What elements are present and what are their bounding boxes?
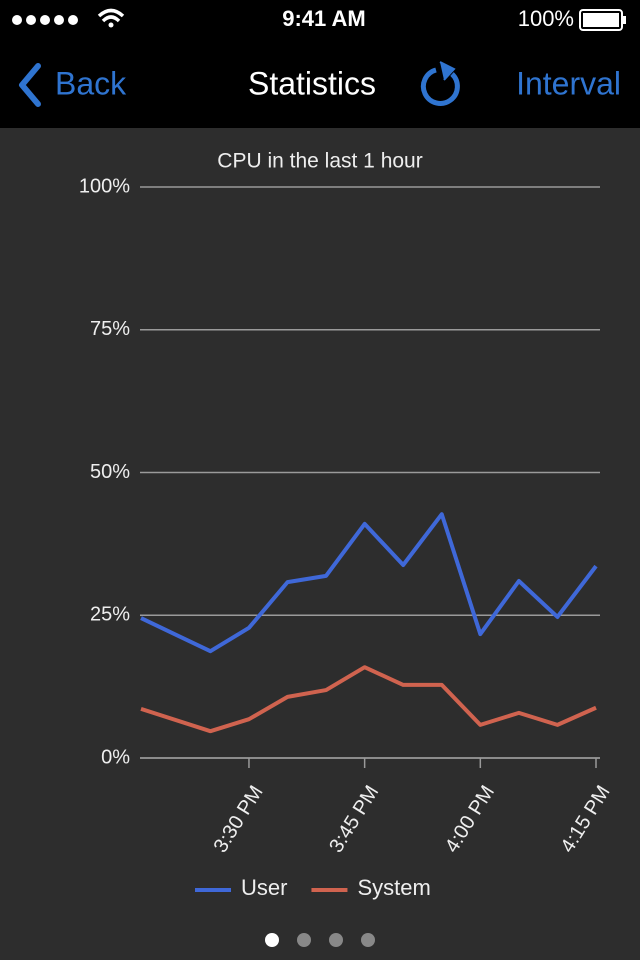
top-bar	[0, 0, 640, 128]
status-time: 9:41 AM	[282, 6, 366, 31]
legend-label: User	[241, 875, 287, 900]
wifi	[97, 8, 125, 28]
series-line	[140, 512, 598, 654]
legend-label: System	[357, 875, 430, 900]
y-tick-label: 50%	[90, 461, 130, 483]
y-tick-label: 100%	[79, 175, 130, 197]
chart-title: CPU in the last 1 hour	[217, 150, 422, 173]
signal	[12, 15, 78, 25]
series-line	[140, 665, 597, 734]
y-tick-label: 0%	[101, 746, 130, 768]
battery-icon	[579, 9, 626, 31]
battery-text: 100%	[518, 6, 574, 31]
interval-button[interactable]: Interval	[516, 65, 621, 101]
back-button[interactable]: Back	[55, 65, 127, 101]
back-chevron[interactable]	[19, 63, 41, 107]
y-tick-label: 25%	[90, 604, 130, 626]
nav-title: Statistics	[248, 65, 376, 101]
page-indicator[interactable]	[265, 933, 375, 947]
y-tick-label: 75%	[90, 318, 130, 340]
refresh-button[interactable]	[420, 61, 460, 106]
